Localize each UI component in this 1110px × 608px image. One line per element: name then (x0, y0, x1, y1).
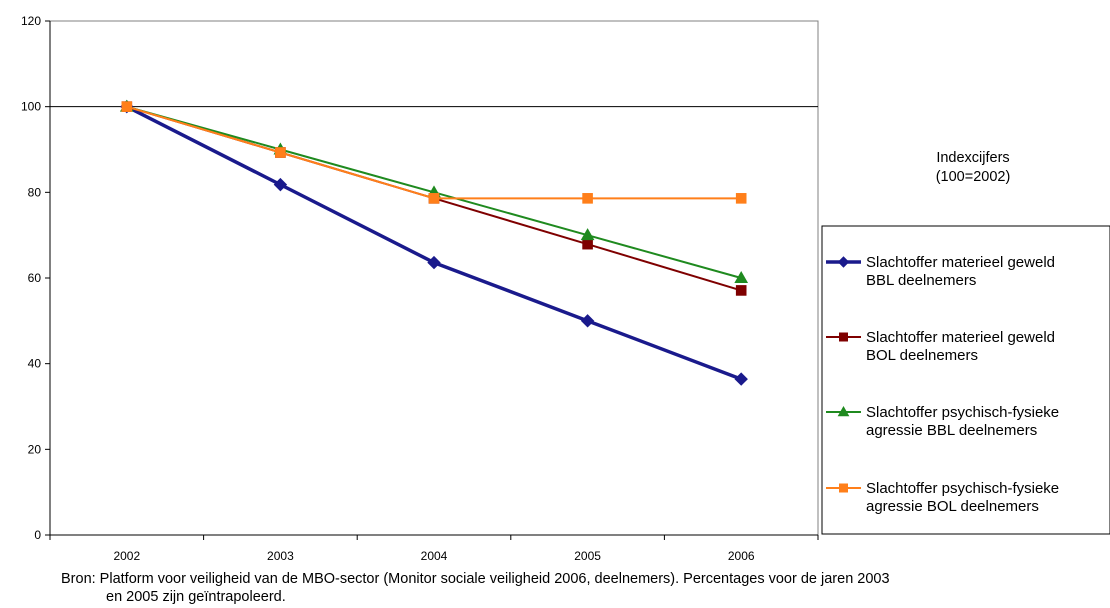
x-tick-label: 2006 (728, 549, 755, 563)
legend-label: Slachtoffer materieel geweld (866, 329, 1055, 346)
data-point-series-4 (275, 147, 286, 158)
legend-label: Slachtoffer psychisch-fysieke (866, 404, 1059, 421)
legend-label: agressie BBL deelnemers (866, 422, 1037, 439)
legend-swatch-marker (839, 332, 848, 342)
series-line-1 (126, 105, 742, 381)
source-line-1: Bron: Platform voor veiligheid van de MB… (61, 571, 890, 587)
data-point-series-4 (582, 193, 593, 204)
data-point-series-1 (734, 372, 748, 386)
data-point-series-4 (428, 193, 440, 204)
legend-label: BBL deelnemers (866, 272, 976, 289)
y-tick-label: 40 (28, 357, 42, 371)
legend-swatch-marker (839, 483, 848, 493)
data-point-series-3 (734, 270, 749, 283)
y-tick-label: 0 (34, 528, 41, 542)
source-line-2: en 2005 zijn geïntrapoleerd. (106, 589, 286, 605)
chart-annotation-line-2: (100=2002) (936, 169, 1011, 185)
data-point-series-4 (735, 193, 747, 204)
data-point-series-4 (121, 101, 133, 112)
data-point-series-1 (273, 177, 288, 192)
x-tick-label: 2004 (421, 549, 448, 563)
legend-label: Slachtoffer psychisch-fysieke (866, 480, 1059, 497)
x-tick-label: 2005 (574, 549, 601, 563)
chart-annotation-line-1: Indexcijfers (936, 150, 1009, 166)
legend-label: agressie BOL deelnemers (866, 498, 1039, 515)
data-point-series-2 (582, 238, 593, 250)
data-point-series-1 (580, 314, 595, 328)
x-tick-label: 2003 (267, 549, 294, 563)
y-tick-label: 100 (21, 100, 41, 114)
legend-label: BOL deelnemers (866, 347, 978, 364)
legend-label: Slachtoffer materieel geweld (866, 254, 1055, 271)
data-point-series-3 (580, 228, 595, 241)
y-tick-label: 60 (28, 271, 42, 285)
y-tick-label: 80 (28, 185, 42, 199)
data-point-series-1 (427, 255, 441, 270)
x-tick-label: 2002 (113, 549, 140, 563)
legend-swatch-marker (837, 256, 850, 268)
y-tick-label: 120 (21, 14, 41, 28)
y-tick-label: 20 (28, 442, 42, 456)
legend (821, 225, 1110, 535)
data-point-series-2 (735, 285, 747, 296)
legend-swatch-marker (837, 405, 850, 417)
